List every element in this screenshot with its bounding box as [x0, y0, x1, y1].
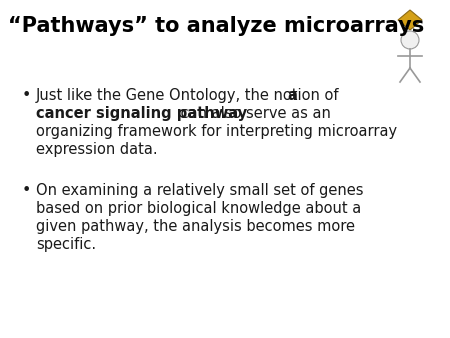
Text: a: a: [288, 88, 297, 103]
Text: expression data.: expression data.: [36, 142, 158, 157]
Polygon shape: [398, 10, 422, 30]
Text: •: •: [22, 88, 32, 103]
Text: can also serve as an: can also serve as an: [176, 106, 331, 121]
Text: On examining a relatively small set of genes: On examining a relatively small set of g…: [36, 183, 364, 198]
Circle shape: [401, 31, 419, 49]
Text: •: •: [22, 183, 32, 198]
Text: given pathway, the analysis becomes more: given pathway, the analysis becomes more: [36, 219, 355, 234]
Text: based on prior biological knowledge about a: based on prior biological knowledge abou…: [36, 201, 361, 216]
Text: specific.: specific.: [36, 237, 96, 252]
Text: Just like the Gene Ontology, the notion of: Just like the Gene Ontology, the notion …: [36, 88, 344, 103]
Text: “Pathways” to analyze microarrays: “Pathways” to analyze microarrays: [8, 16, 424, 36]
Text: cancer signaling pathway: cancer signaling pathway: [36, 106, 247, 121]
Text: organizing framework for interpreting microarray: organizing framework for interpreting mi…: [36, 124, 397, 139]
